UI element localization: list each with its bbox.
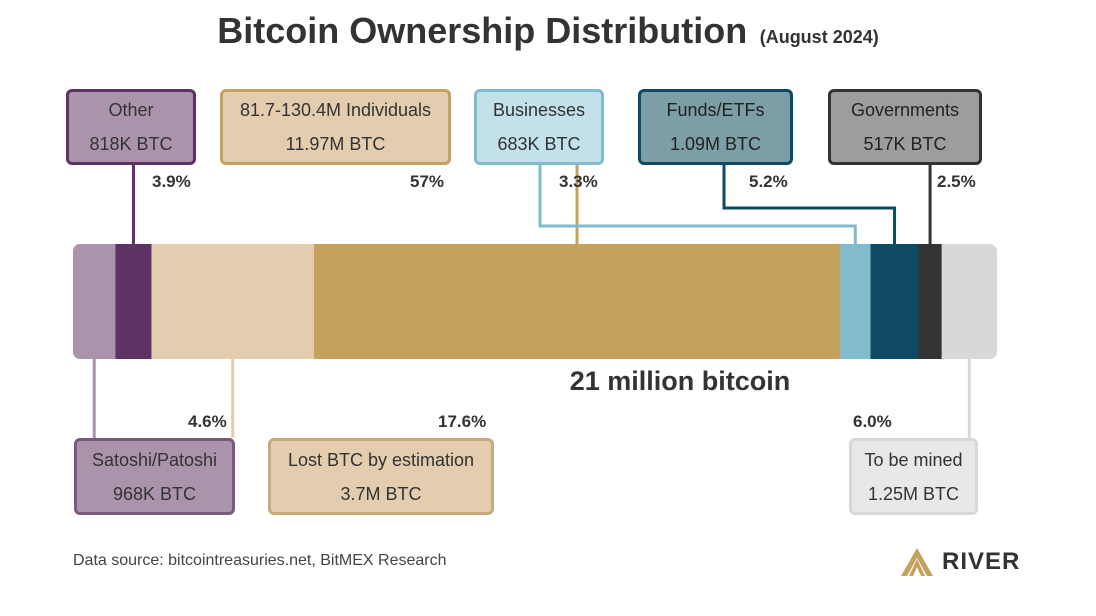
total-label: 21 million bitcoin: [569, 366, 791, 396]
label-box-governments: Governments 517K BTC: [828, 89, 982, 165]
name-lost: Lost BTC by estimation: [287, 449, 475, 470]
btc-satoshi: 968K BTC: [112, 483, 197, 504]
subtitle-text: (August 2024): [759, 27, 879, 47]
pct-other: 3.9%: [152, 172, 191, 191]
bar-segment-lost: [151, 244, 315, 359]
leader-line-funds: [722, 165, 897, 244]
btc-tobemined: 1.25M BTC: [867, 483, 960, 504]
name-funds: Funds/ETFs: [666, 100, 765, 120]
pct-funds: 5.2%: [749, 172, 788, 191]
btc-businesses: 683K BTC: [497, 134, 581, 154]
btc-lost: 3.7M BTC: [340, 483, 422, 504]
name-governments: Governments: [850, 100, 960, 120]
river-logo: RIVER: [900, 547, 1020, 577]
label-box-funds: Funds/ETFs 1.09M BTC: [638, 89, 793, 165]
btc-other: 818K BTC: [89, 134, 173, 154]
bar-segment-tobemined: [941, 244, 997, 359]
label-box-lost: Lost BTC by estimation 3.7M BTC: [268, 438, 494, 515]
name-other: Other: [108, 100, 154, 120]
bar-segment-businesses: [840, 244, 872, 359]
label-box-individuals: 81.7-130.4M Individuals 11.97M BTC: [220, 89, 451, 165]
label-box-other: Other 818K BTC: [66, 89, 196, 165]
chart-title: Bitcoin Ownership Distribution (August 2…: [0, 10, 1096, 52]
name-tobemined: To be mined: [864, 449, 963, 470]
bar-segment-governments: [918, 244, 943, 359]
bar-segment-individuals: [313, 244, 841, 359]
btc-funds: 1.09M BTC: [669, 134, 762, 154]
pct-lost: 17.6%: [438, 412, 487, 431]
label-box-satoshi: Satoshi/Patoshi 968K BTC: [74, 438, 235, 515]
pct-governments: 2.5%: [937, 172, 976, 191]
bar-segment-funds: [870, 244, 920, 359]
name-satoshi: Satoshi/Patoshi: [91, 449, 218, 470]
bar-segment-other: [115, 244, 152, 359]
name-individuals: 81.7-130.4M Individuals: [239, 100, 432, 120]
pct-satoshi: 4.6%: [188, 412, 227, 431]
label-box-businesses: Businesses 683K BTC: [474, 89, 604, 165]
title-text: Bitcoin Ownership Distribution: [217, 10, 748, 51]
btc-individuals: 11.97M BTC: [285, 134, 386, 154]
brand-name: RIVER: [942, 548, 1021, 575]
btc-governments: 517K BTC: [863, 134, 947, 154]
pct-businesses: 3.3%: [559, 172, 598, 191]
river-mountain-icon: [901, 548, 933, 576]
pct-individuals: 57%: [410, 172, 445, 191]
label-box-tobemined: To be mined 1.25M BTC: [849, 438, 978, 515]
bar-segment-satoshi: [73, 244, 116, 359]
leader-line-businesses: [538, 165, 857, 244]
name-businesses: Businesses: [492, 100, 586, 120]
data-source: Data source: bitcointreasuries.net, BitM…: [73, 552, 447, 569]
pct-tobemined: 6.0%: [853, 412, 892, 431]
